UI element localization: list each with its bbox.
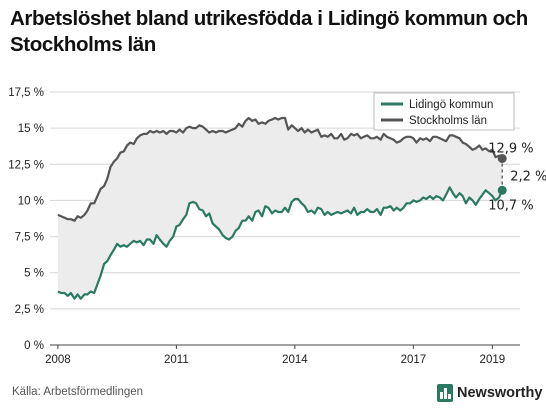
source-note: Källa: Arbetsförmedlingen xyxy=(12,386,144,398)
x-tick-label: 2019 xyxy=(480,354,506,366)
end-marker-lidingo xyxy=(497,185,507,195)
annotations: 12,9 % 2,2 % 10,7 % xyxy=(488,142,546,214)
difference-band xyxy=(57,118,503,299)
series-line-stockholm xyxy=(57,116,503,222)
x-tick-label: 2008 xyxy=(45,354,71,366)
range-band xyxy=(57,118,503,299)
y-tick-label: 2,5 % xyxy=(15,304,44,316)
x-tick-label: 2011 xyxy=(164,354,189,366)
chart-title: Arbetslöshet bland utrikesfödda i Liding… xyxy=(10,6,540,58)
brand-name: Newsworthy xyxy=(457,385,543,401)
newsworthy-logo: Newsworthy xyxy=(437,382,542,404)
x-tick-label: 2017 xyxy=(401,354,427,366)
x-tick-label: 2014 xyxy=(282,354,308,366)
y-tick-label: 7,5 % xyxy=(15,232,44,244)
legend: Lidingö kommun Stockholms län xyxy=(373,92,515,131)
annotation-label: 12,9 % xyxy=(488,142,533,157)
chart-title-line-2: Stockholms län xyxy=(10,33,156,56)
y-tick-label: 17,5 % xyxy=(8,87,44,99)
bar-chart-icon xyxy=(437,384,453,402)
end-marker-stockholm xyxy=(497,154,507,164)
annotation-label: 10,7 % xyxy=(488,198,533,213)
series-lines xyxy=(57,116,507,300)
legend-box xyxy=(373,92,515,131)
y-tick-label: 12,5 % xyxy=(8,159,44,171)
legend-label: Lidingö kommun xyxy=(409,99,493,111)
y-tick-label: 10 % xyxy=(18,195,44,207)
legend-label: Stockholms län xyxy=(409,115,487,127)
y-tick-label: 15 % xyxy=(18,123,44,135)
chart-title-line-1: Arbetslöshet bland utrikesfödda i Liding… xyxy=(10,7,528,30)
series-line-lidingo xyxy=(57,186,504,300)
y-tick-label: 5 % xyxy=(24,268,44,280)
y-tick-label: 0 % xyxy=(24,340,44,352)
annotation-label: 2,2 % xyxy=(510,169,546,184)
